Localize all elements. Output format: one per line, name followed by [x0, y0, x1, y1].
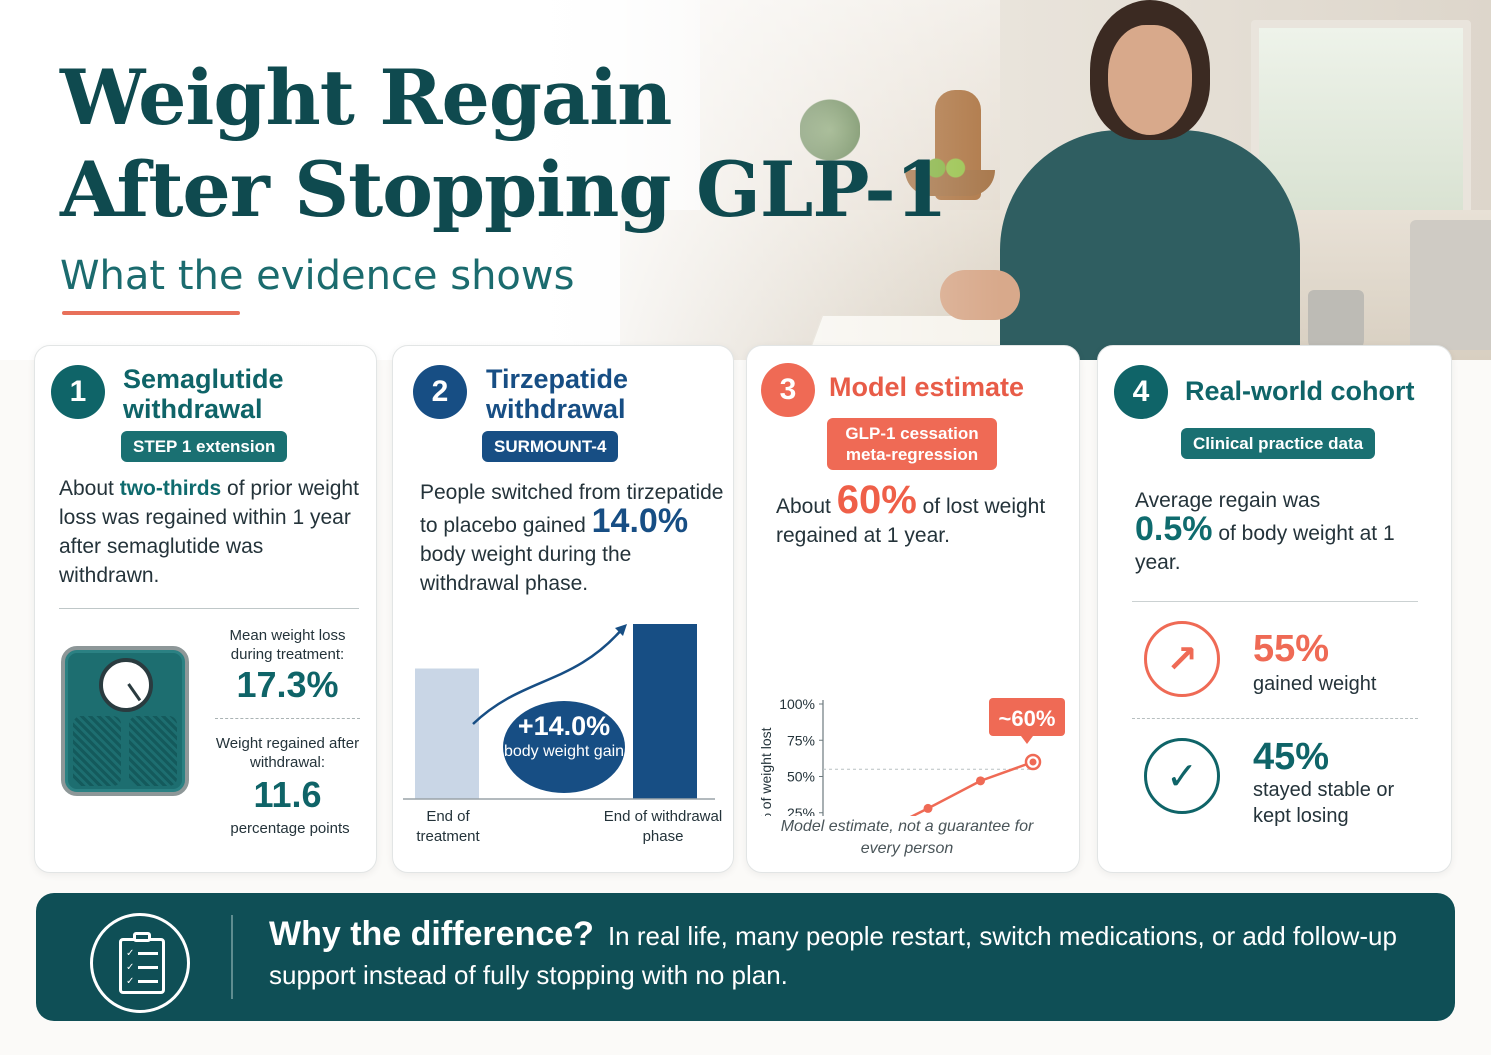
dashed-divider [1132, 718, 1418, 719]
y-tick-label: 75% [787, 732, 815, 748]
body-text: People switched from tirzepatide to plac… [420, 481, 724, 537]
trend-arrow [472, 627, 624, 725]
y-tick-label: 25% [787, 805, 815, 816]
card-number: 2 [413, 365, 467, 419]
stat-value: 17.3% [236, 664, 339, 705]
bar-0 [415, 668, 479, 799]
page-subtitle: What the evidence shows [60, 253, 575, 299]
clipboard-checklist-icon: ✓ ✓ ✓ [90, 913, 190, 1013]
bubble-value: +14.0% [517, 711, 611, 741]
trend-arrow-head [615, 624, 627, 636]
bar-label-withdrawal: End of withdrawal phase [603, 808, 723, 845]
y-tick-label: 50% [787, 769, 815, 785]
body-highlight: 14.0% [591, 502, 689, 540]
banner-text: Why the difference? In real life, many pe… [269, 915, 1419, 995]
bottom-banner: ✓ ✓ ✓ Why the difference? In real life, m… [36, 893, 1455, 1021]
study-badge: SURMOUNT-4 [482, 431, 619, 462]
body-text: Average regain was [1135, 489, 1321, 512]
card-number: 3 [761, 363, 815, 417]
card-body: About two-thirds of prior weight loss wa… [59, 474, 369, 590]
title-line-2: After Stopping GLP-1 [60, 145, 948, 234]
callout-label: ~60% [999, 706, 1056, 731]
data-point [923, 803, 933, 813]
y-axis-label: % of weight lost [758, 727, 774, 816]
divider [1132, 601, 1418, 602]
stat-value: 11.6 [253, 774, 322, 815]
callout-box [989, 698, 1065, 736]
card-body: People switched from tirzepatide to plac… [420, 478, 730, 598]
body-text: About [776, 495, 837, 518]
woman-writing-illustration [940, 0, 1300, 360]
study-badge: STEP 1 extension [121, 431, 288, 462]
bar-1 [633, 624, 697, 799]
card-real-world: 4 Real-world cohort Clinical practice da… [1097, 345, 1452, 873]
banner-heading: Why the difference? [269, 915, 594, 953]
card-title: Tirzepatide withdrawal [486, 364, 628, 424]
stat-label: Weight regained after withdrawal: [215, 735, 360, 771]
subtitle-underline [62, 311, 240, 315]
bubble-label: body weight gain [503, 743, 625, 760]
gain-bubble: +14.0% body weight gain [503, 701, 625, 793]
card-title-line-2: withdrawal [123, 394, 263, 424]
regain-line-chart: 0%25%50%75%100%036912Months% of weight l… [758, 696, 1065, 816]
y-tick-label: 100% [779, 696, 815, 712]
chart-note: Model estimate, not a guarantee for ever… [780, 818, 1034, 857]
callout-pointer [1021, 736, 1033, 744]
stat-unit: percentage points [230, 820, 350, 837]
body-text: body weight during the withdrawal phase. [420, 543, 632, 595]
bathroom-scale-icon [61, 646, 189, 796]
stat-value: 55% [1253, 628, 1330, 670]
body-text: of prior weight loss was regained within… [59, 477, 359, 587]
body-text: About [59, 477, 120, 500]
divider [59, 608, 359, 609]
check-icon: ✓ [1144, 738, 1220, 814]
body-highlight: 0.5% [1135, 510, 1213, 548]
data-point [976, 776, 985, 786]
card-model-estimate: 3 Model estimate GLP-1 cessation meta-re… [746, 345, 1080, 873]
hero-photo [0, 0, 1491, 360]
card-semaglutide: 1 Semaglutide withdrawal STEP 1 extensio… [34, 345, 377, 873]
body-text: of body weight at 1 year. [1135, 522, 1395, 574]
card-number: 1 [51, 365, 105, 419]
card-title-line-1: Tirzepatide [486, 364, 629, 394]
data-point [1029, 758, 1037, 766]
stat-value: 45% [1253, 736, 1330, 778]
card-number: 4 [1114, 365, 1168, 419]
card-title: Semaglutide withdrawal [123, 364, 284, 424]
body-highlight: 60% [836, 478, 917, 522]
card-title-line-2: withdrawal [486, 394, 626, 424]
card-body: About 60% of lost weight regained at 1 y… [776, 480, 1076, 550]
stat-label: gained weight [1253, 673, 1377, 695]
card-title: Real-world cohort [1185, 376, 1415, 406]
stat-label: stayed stable or kept losing [1253, 779, 1395, 827]
body-text: of lost weight regained at 1 year. [776, 495, 1046, 547]
study-badge: Clinical practice data [1181, 428, 1376, 459]
tirzepatide-bar-chart [403, 624, 715, 800]
title-line-1: Weight Regain [60, 53, 672, 142]
banner-body: In real life, many people restart, switc… [269, 921, 1397, 990]
study-badge: GLP-1 cessation meta-regression [827, 418, 997, 470]
card-title-line-1: Semaglutide [123, 364, 284, 394]
dashed-divider [215, 718, 360, 719]
card-tirzepatide: 2 Tirzepatide withdrawal SURMOUNT-4 Peop… [392, 345, 734, 873]
card-title: Model estimate [829, 372, 1025, 402]
card-body: Average regain was 0.5% of body weight a… [1135, 486, 1435, 577]
banner-divider [231, 915, 233, 999]
stat-label: Mean weight loss during treatment: [229, 627, 346, 663]
page-title: Weight Regain After Stopping GLP-1 [60, 52, 948, 236]
bar-label-treatment: End of treatment [416, 808, 480, 845]
body-highlight: two-thirds [119, 477, 222, 500]
arrow-up-right-icon: ↗ [1144, 621, 1220, 697]
